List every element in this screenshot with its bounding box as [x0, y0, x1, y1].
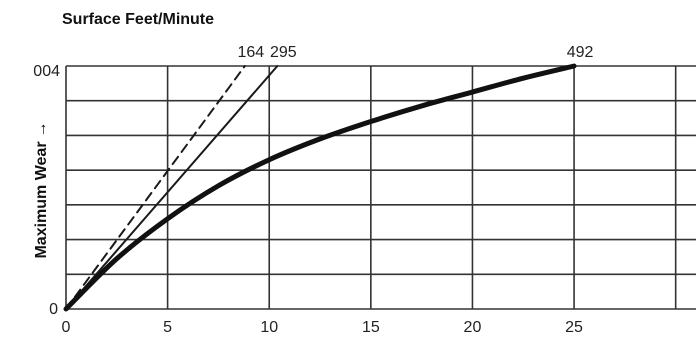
series-line-492 [66, 66, 574, 309]
series-line-295 [66, 66, 277, 309]
series-label-295: 295 [270, 44, 297, 61]
y-axis-label-text: Maximum Wear [33, 141, 50, 258]
grid [66, 66, 696, 309]
series-label-492: 492 [567, 44, 594, 61]
y-axis-arrow: → [33, 121, 50, 137]
chart-title: Surface Feet/Minute [62, 11, 214, 28]
x-tick-label: 0 [62, 319, 71, 336]
y-tick-label: 0 [49, 301, 58, 318]
y-tick-label: 004 [33, 63, 60, 80]
x-tick-label: 25 [565, 319, 583, 336]
ticks: 0 5 10 15 20 25 0 004 [33, 63, 583, 336]
y-axis-label: Maximum Wear → [33, 121, 50, 258]
x-tick-label: 10 [260, 319, 278, 336]
series-layer [66, 66, 574, 309]
x-tick-label: 15 [362, 319, 380, 336]
series-labels: 164 295 492 [237, 44, 593, 61]
x-tick-label: 20 [464, 319, 482, 336]
series-label-164: 164 [237, 44, 264, 61]
x-tick-label: 5 [163, 319, 172, 336]
y-axis-label-group: Maximum Wear → [33, 121, 50, 258]
